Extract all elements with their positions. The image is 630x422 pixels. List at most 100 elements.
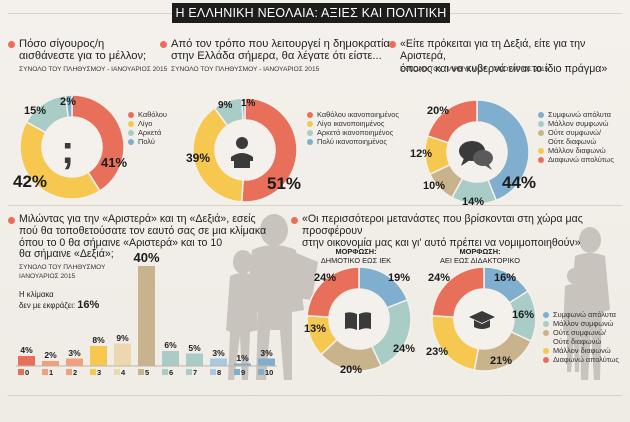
q1-label-c: 15% — [24, 105, 47, 117]
bar-value-label: 5% — [188, 342, 201, 353]
bar-0 — [18, 356, 35, 366]
page-title: Η ΕΛΛΗΝΙΚΗ ΝΕΟΛΑΙΑ: ΑΞΙΕΣ ΚΑΙ ΠΟΛΙΤΙΚΗ — [175, 6, 447, 20]
bar-value-label: 40% — [133, 250, 160, 265]
legend-swatch — [307, 129, 313, 136]
bullet-icon — [389, 41, 396, 48]
bar-value-label: 4% — [20, 345, 33, 355]
tick-swatch — [90, 369, 96, 375]
legend-item: Καθόλου ικανοποιημένος — [307, 110, 399, 119]
donut-slice-1 — [19, 120, 101, 200]
bar-value-label: 2% — [44, 350, 57, 360]
q2-question: Από τον τρόπο που λειτουργεί η δημοκρατί… — [171, 38, 390, 63]
legend-label: Λίγο ικανοποιημένος — [317, 119, 385, 128]
legend-label: Διαφωνώ απολύτως — [548, 155, 614, 164]
q4-question: Μιλώντας για την «Αριστερά» και τη «Δεξι… — [19, 213, 266, 261]
legend-swatch — [307, 120, 313, 127]
q4-note-line: Η κλίμακα — [19, 290, 54, 299]
bar-value-label: 3% — [212, 347, 225, 358]
q4-note-line: δεν με εκφράζει: — [19, 301, 76, 310]
bullet-icon — [8, 217, 15, 224]
q5-right-head: ΜΟΡΦΩΣΗ: — [459, 247, 501, 256]
legend-item: Μάλλον διαφωνώ — [538, 146, 614, 155]
book-icon — [345, 312, 371, 330]
legend-item: Μάλλον διαφωνώ — [543, 346, 619, 355]
bullet-icon — [8, 41, 15, 48]
q2-legend: Καθόλου ικανοποιημένος Λίγο ικανοποιημέν… — [307, 110, 399, 146]
tick-label: 8 — [217, 368, 222, 377]
q4-source: ΣΥΝΟΛΟ ΤΟΥ ΠΛΗΘΥΣΜΟΥ ΙΑΝΟΥΑΡΙΟΣ 2015 — [19, 263, 105, 281]
q5-right-heading: ΜΟΡΦΩΣΗ: ΑΕΙ ΕΩΣ ΔΙΔΑΚΤΟΡΙΚΟ — [422, 247, 538, 265]
bar-2 — [66, 358, 83, 366]
tick-swatch — [66, 369, 72, 375]
q4-note: Η κλίμακα δεν με εκφράζει: 16% — [19, 290, 99, 311]
q4-source-line: ΣΥΝΟΛΟ ΤΟΥ ΠΛΗΘΥΣΜΟΥ — [19, 264, 106, 271]
tick-swatch — [162, 369, 168, 375]
q2-label-c: 9% — [218, 100, 233, 111]
tick-swatch — [114, 369, 120, 375]
q2-question-line: στην Ελλάδα σήμερα, θα λέγατε ότι είστε.… — [171, 50, 382, 63]
donut-slice-4 — [426, 99, 478, 144]
bar-6 — [162, 351, 179, 366]
legend-label: Πολύ — [138, 137, 155, 146]
speaker-icon — [231, 137, 253, 168]
q5-left-head: ΜΟΡΦΩΣΗ: — [335, 247, 377, 256]
student-silhouette — [226, 214, 318, 380]
q4-question-line: θα σήμαινε «Δεξιά»; — [19, 248, 114, 261]
legend-label: Διαφωνώ απολύτως — [553, 355, 619, 364]
q5-right-label-c: 21% — [490, 355, 513, 367]
speech-bubbles-icon — [459, 141, 493, 170]
question-mark-icon: ; — [61, 128, 75, 172]
q4-question-line: Μιλώντας για την «Αριστερά» και τη «Δεξι… — [19, 213, 256, 225]
q3-label-d: 12% — [410, 148, 433, 160]
tick-label: 0 — [25, 368, 30, 377]
legend-swatch — [128, 120, 134, 127]
q3-source: ΣΥΝΟΛΟ ΤΟΥ ΠΛΗΘΥΣΜΟΥ - ΙΑΝΟΥΑΡΙΟΣ 2015 — [400, 66, 549, 73]
legend-item: Μάλλον συμφωνώ — [543, 319, 619, 328]
bar-value-label: 9% — [116, 332, 129, 343]
legend-item: Λίγο — [128, 119, 167, 128]
tick-label: 1 — [49, 368, 54, 377]
q5-left-sub: ΔΗΜΟΤΙΚΟ ΕΩΣ ΙΕΚ — [320, 256, 392, 265]
legend-item: Συμφωνώ απόλυτα — [543, 310, 619, 319]
bar-value-label: 8% — [92, 335, 105, 345]
legend-item: Πολύ ικανοποιημένος — [307, 137, 399, 146]
legend-swatch — [538, 147, 544, 154]
q3-question: «Είτε πρόκειται για τη Δεξιά, είτε για τ… — [400, 38, 630, 75]
bottom-rule — [8, 395, 622, 396]
bar-8 — [210, 358, 227, 366]
bar-5 — [138, 266, 155, 366]
tick-label: 5 — [145, 368, 150, 377]
legend-label: Λίγο — [138, 119, 153, 128]
bar-1 — [42, 361, 59, 366]
donut-slice-0 — [71, 94, 125, 192]
tick-swatch — [186, 369, 192, 375]
q5-right-label-a: 16% — [494, 272, 517, 284]
tick-swatch — [210, 369, 216, 375]
donut-slice-1 — [192, 106, 244, 203]
tick-swatch — [42, 369, 48, 375]
donut-hole — [216, 121, 274, 179]
legend-label: Ούτε συμφωνώ/ — [553, 328, 607, 337]
legend-swatch — [543, 311, 549, 318]
legend-item: Καθόλου — [128, 110, 167, 119]
q3-question-line: όποιος και να κυβερνά είναι το ίδιο πράγ… — [400, 62, 608, 75]
donut-hole — [43, 118, 101, 176]
legend-item: Μάλλον συμφωνώ — [538, 119, 614, 128]
q5-left-label-b: 24% — [393, 343, 416, 355]
legend-label: Μάλλον συμφωνώ — [548, 119, 609, 128]
tick-swatch — [258, 369, 264, 375]
bar-value-label: 3% — [68, 347, 81, 358]
q5-right-label-e: 24% — [428, 272, 451, 284]
legend-swatch — [543, 320, 549, 327]
q5-right-sub: ΑΕΙ ΕΩΣ ΔΙΔΑΚΤΟΡΙΚΟ — [440, 256, 520, 265]
bar-value-label: 6% — [164, 340, 177, 350]
legend-label: Ούτε διαφωνώ — [553, 337, 602, 346]
legend-swatch — [543, 356, 549, 363]
legend-label: Καθόλου ικανοποιημένος — [317, 110, 399, 119]
